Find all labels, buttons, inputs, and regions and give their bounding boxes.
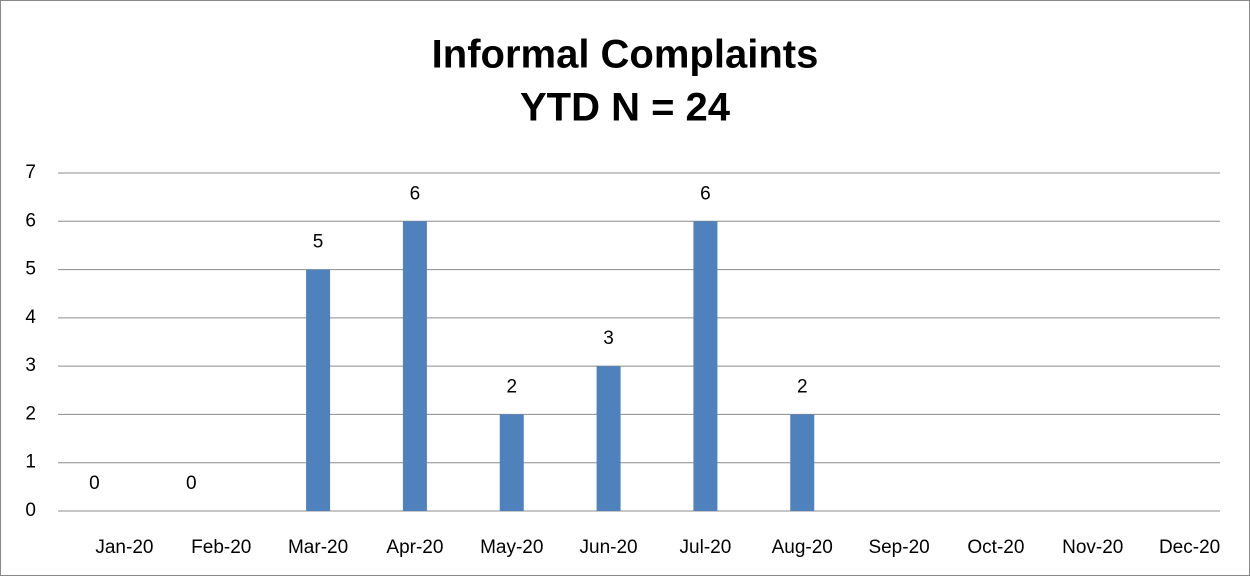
x-tick-label: Nov-20 (1062, 537, 1123, 558)
x-tick-label: Oct-20 (967, 537, 1024, 558)
bar (693, 221, 718, 512)
x-tick-label: Aug-20 (772, 537, 833, 558)
x-tick-label: Sep-20 (868, 537, 929, 558)
y-tick-label: 2 (25, 403, 36, 424)
x-tick-label: May-20 (480, 537, 543, 558)
chart-subtitle: YTD N = 24 (520, 86, 731, 130)
data-label: 6 (410, 183, 421, 204)
bar (499, 414, 524, 511)
data-label: 2 (797, 376, 808, 397)
x-tick-label: Mar-20 (288, 537, 348, 558)
x-tick-label: Apr-20 (386, 537, 443, 558)
y-tick-label: 4 (25, 307, 36, 328)
bar (596, 366, 621, 511)
y-tick-label: 7 (25, 162, 36, 183)
bar (402, 221, 427, 512)
bar (306, 269, 331, 511)
y-tick-label: 3 (25, 355, 36, 376)
y-tick-label: 6 (25, 210, 36, 231)
data-label: 3 (603, 328, 614, 349)
chart-title: Informal Complaints (432, 33, 819, 77)
data-label: 2 (506, 376, 517, 397)
data-label: 6 (700, 183, 711, 204)
data-label: 0 (89, 473, 100, 494)
x-tick-label: Jan-20 (95, 537, 153, 558)
y-tick-label: 0 (25, 500, 36, 521)
bar (790, 414, 815, 511)
data-label: 0 (186, 473, 197, 494)
data-label: 5 (313, 232, 324, 253)
x-tick-label: Jun-20 (580, 537, 638, 558)
x-tick-label: Dec-20 (1159, 537, 1220, 558)
y-tick-label: 1 (25, 452, 36, 473)
x-tick-label: Jul-20 (680, 537, 732, 558)
y-tick-label: 5 (25, 259, 36, 280)
x-tick-label: Feb-20 (191, 537, 251, 558)
